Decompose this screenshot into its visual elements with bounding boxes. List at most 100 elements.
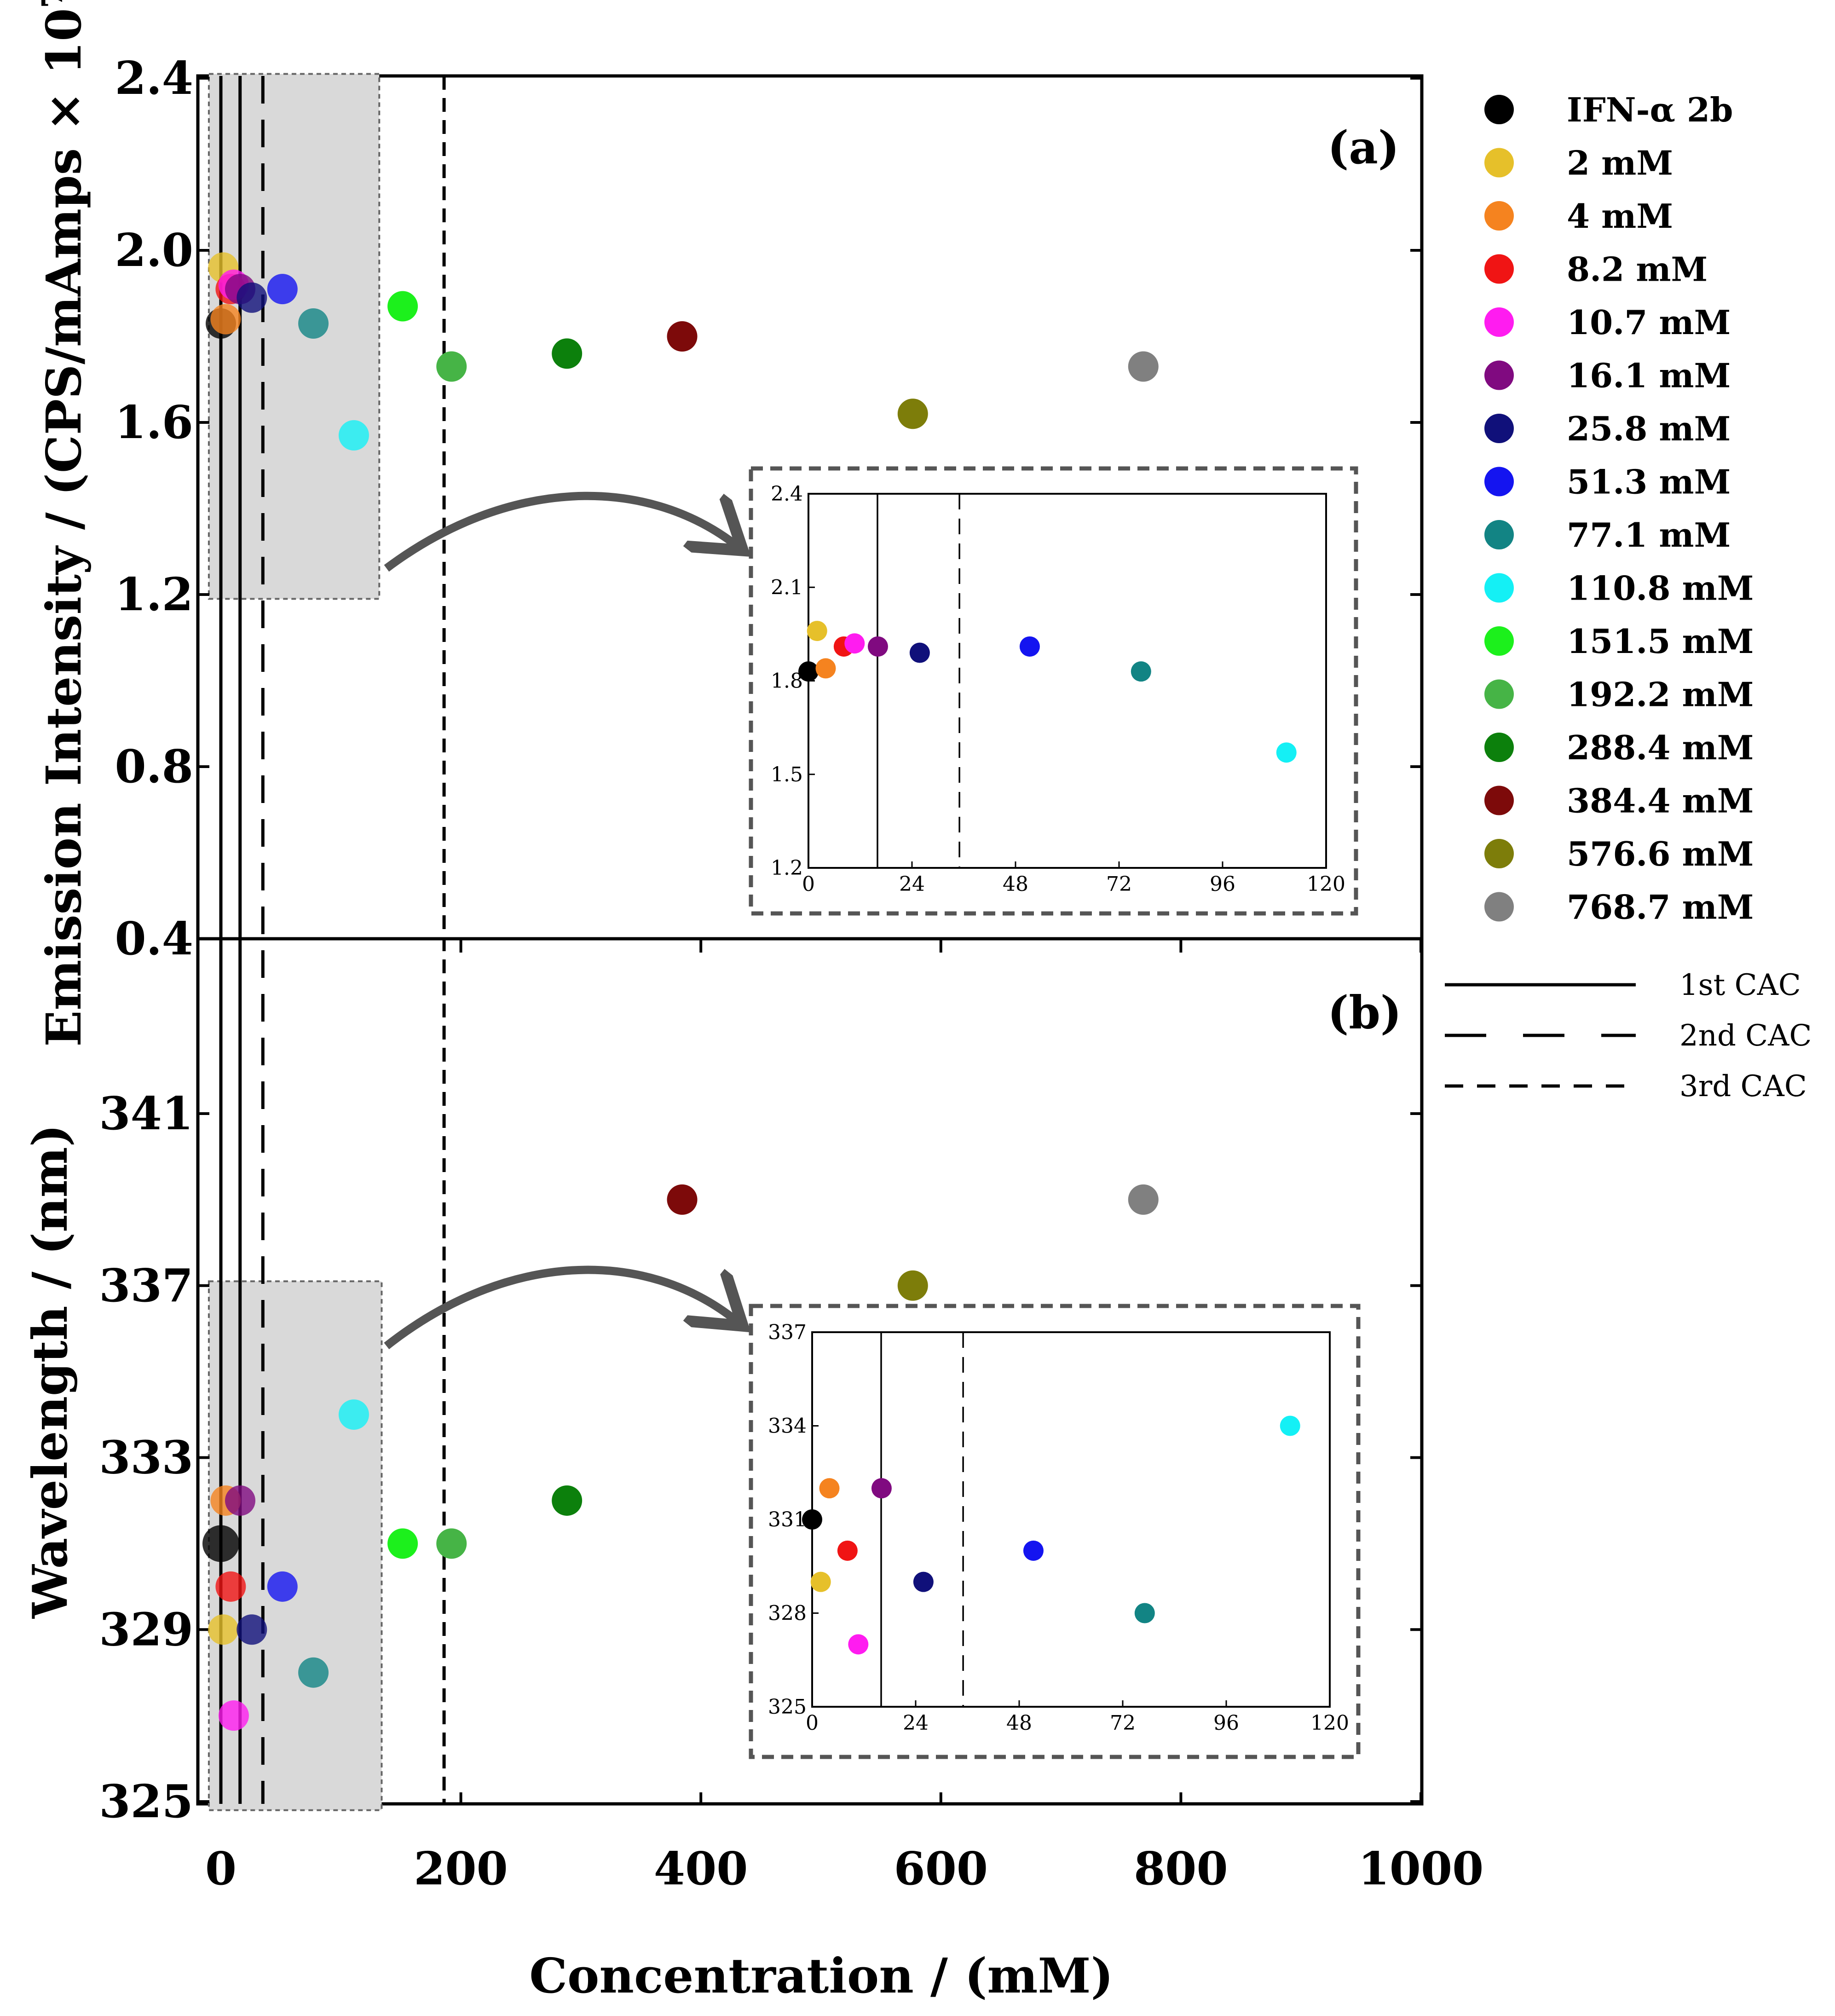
point-b-3 <box>215 1571 246 1602</box>
inset-point-b-3 <box>837 1540 858 1561</box>
highlight-layer <box>208 73 383 1811</box>
ytick-label-a-1: 0.8 <box>115 740 194 793</box>
inset-ytick-label-a-3: 2.1 <box>771 576 803 599</box>
inset-point-a-0 <box>798 661 819 682</box>
ticks-layer: 0.4 0.8 1.2 1.6 2.0 2.4 325 329 333 337 341 0 200 400… <box>99 52 1483 1895</box>
point-b-12 <box>552 1485 583 1516</box>
legend-label-13: 384.4 mM <box>1567 781 1754 820</box>
point-b-11 <box>436 1528 467 1559</box>
legend-label-1: 2 mM <box>1567 144 1673 183</box>
inset-point-b-7 <box>1023 1540 1044 1561</box>
cac-legend-label-1: 2nd CAC <box>1679 1019 1812 1053</box>
xtick-label-5: 1000 <box>1358 1843 1484 1895</box>
ytick-label-b-2: 333 <box>99 1432 193 1485</box>
legend-marker-15 <box>1484 892 1514 922</box>
legend-label-7: 51.3 mM <box>1567 462 1731 502</box>
inset-ytick-label-a-2: 1.8 <box>771 670 803 693</box>
point-b-13 <box>667 1184 698 1215</box>
xtick-label-4: 800 <box>1134 1843 1228 1895</box>
point-b-8 <box>298 1657 329 1688</box>
inset-ytick-label-b-4: 337 <box>768 1321 807 1344</box>
inset-xtick-label-b-5: 120 <box>1310 1711 1349 1735</box>
inset-xtick-label-b-3: 72 <box>1110 1711 1136 1735</box>
panel-a-label: (a) <box>1327 121 1399 174</box>
inset-xtick-label-b-1: 24 <box>903 1711 929 1735</box>
inset-xtick-label-b-4: 96 <box>1213 1711 1239 1735</box>
point-a-12 <box>552 338 583 369</box>
point-b-10 <box>387 1528 418 1559</box>
ytick-label-b-1: 329 <box>99 1603 193 1656</box>
legend-marker-7 <box>1484 467 1514 497</box>
x-axis-title: Concentration / (mM) <box>529 1947 1114 2004</box>
legend-marker-6 <box>1484 414 1514 443</box>
point-b-6 <box>237 1614 267 1645</box>
legend-label-14: 576.6 mM <box>1567 834 1754 873</box>
cac-legend-label-2: 3rd CAC <box>1679 1069 1807 1103</box>
xtick-label-1: 200 <box>414 1843 508 1895</box>
point-a-15 <box>1128 351 1159 382</box>
point-b-1 <box>208 1614 239 1645</box>
inset-ytick-label-b-2: 331 <box>768 1508 807 1531</box>
legend-marker-2 <box>1484 201 1514 231</box>
inset-xtick-label-a-2: 48 <box>1003 872 1028 896</box>
inset-point-b-0 <box>802 1509 822 1530</box>
point-a-9 <box>338 420 369 451</box>
inset-point-a-2 <box>815 658 836 679</box>
inset-b: 0 24 48 72 96 120 325 328 331 334 337 <box>749 1304 1361 1759</box>
point-a-11 <box>436 351 467 382</box>
legend-marker-10 <box>1484 626 1514 656</box>
point-a-14 <box>897 399 928 429</box>
legend-label-0: IFN-α 2b <box>1567 90 1733 129</box>
inset-point-a-9 <box>1276 742 1297 763</box>
legend-marker-11 <box>1484 679 1514 709</box>
ytick-label-a-0: 0.4 <box>115 913 194 965</box>
ytick-label-a-4: 2.0 <box>115 224 194 277</box>
legend-label-11: 192.2 mM <box>1567 675 1754 714</box>
point-b-4 <box>218 1700 249 1731</box>
points-layer <box>202 252 1159 1731</box>
inset-xtick-label-a-5: 120 <box>1307 872 1345 896</box>
cac-legend: 1st CAC 2nd CAC 3rd CAC <box>1445 968 1812 1103</box>
point-a-7 <box>267 274 298 305</box>
point-a-2 <box>210 304 241 335</box>
legend-marker-4 <box>1484 307 1514 337</box>
point-b-15 <box>1128 1184 1159 1215</box>
point-b-5 <box>225 1485 255 1516</box>
legend-label-5: 16.1 mM <box>1567 356 1731 395</box>
arrow-to-inset-a <box>384 491 736 572</box>
ytick-label-a-3: 1.6 <box>115 396 194 449</box>
legend-marker-9 <box>1484 573 1514 603</box>
xtick-label-0: 0 <box>205 1843 237 1895</box>
ytick-label-b-0: 325 <box>99 1775 193 1828</box>
inset-point-a-6 <box>909 642 930 663</box>
legend-marker-12 <box>1484 733 1514 762</box>
point-b-14 <box>897 1270 928 1301</box>
ytick-label-b-4: 341 <box>99 1087 193 1140</box>
point-b-7 <box>267 1571 298 1602</box>
inset-xtick-label-a-0: 0 <box>802 872 815 896</box>
cac-legend-label-0: 1st CAC <box>1679 968 1801 1002</box>
inset-ytick-label-a-4: 2.4 <box>771 482 803 506</box>
legend-label-4: 10.7 mM <box>1567 303 1731 342</box>
point-b-0 <box>202 1525 239 1562</box>
ytick-label-a-2: 1.2 <box>115 568 194 621</box>
point-a-8 <box>298 308 329 339</box>
point-a-6 <box>237 282 267 313</box>
xtick-label-2: 400 <box>654 1843 748 1895</box>
inset-point-a-4 <box>844 633 865 654</box>
legend-marker-14 <box>1484 839 1514 868</box>
legend: IFN-α 2b 2 mM 4 mM 8.2 mM 10.7 mM 16.1 mM 25.8… <box>1484 90 1754 927</box>
inset-xtick-label-a-3: 72 <box>1106 872 1132 896</box>
legend-label-6: 25.8 mM <box>1567 409 1731 448</box>
panel-b-label: (b) <box>1327 987 1402 1040</box>
highlight-region-a <box>208 73 381 600</box>
inset-border-b <box>749 1304 1361 1759</box>
point-a-13 <box>667 321 698 352</box>
legend-marker-5 <box>1484 360 1514 390</box>
inset-ytick-label-b-0: 325 <box>768 1695 807 1719</box>
inset-point-b-8 <box>1134 1603 1155 1623</box>
arrow-to-inset-b <box>384 1265 736 1350</box>
legend-label-10: 151.5 mM <box>1567 622 1754 661</box>
inset-point-a-7 <box>1019 636 1040 657</box>
